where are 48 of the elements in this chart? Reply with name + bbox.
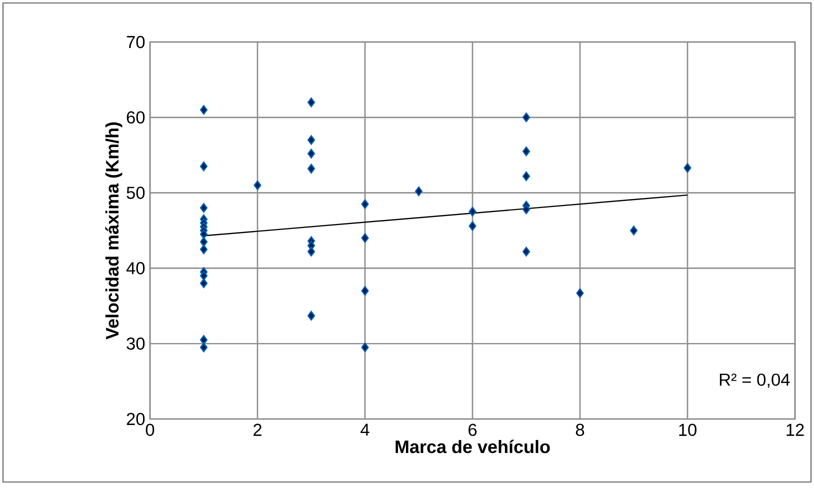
x-tick-label: 12 [786,424,804,436]
point [200,270,208,281]
point [200,236,208,247]
point [414,186,423,196]
point [200,278,208,288]
point [468,221,476,231]
y-axis-title: Velocidad máxima (Km/h) [105,122,122,340]
point [684,163,692,173]
point [522,171,530,182]
point [307,148,316,158]
point [307,97,316,108]
y-tick-label: 50 [126,186,145,199]
point [307,164,316,174]
point [200,229,208,240]
point [361,286,369,296]
point [576,288,584,298]
x-tick-label: 4 [360,424,370,436]
point [361,342,369,352]
point [200,104,208,115]
point [522,246,530,256]
point [468,206,476,217]
point [200,244,208,254]
point [200,162,208,172]
point [254,180,262,190]
point [522,146,530,156]
y-tick-label: 30 [126,337,145,350]
y-tick-label: 40 [126,262,145,274]
y-tick-label: 20 [126,412,145,426]
y-tick-label: 60 [126,111,145,124]
point [307,135,316,145]
point [200,342,208,352]
x-tick-label: 0 [146,424,154,436]
x-tick-label: 10 [679,424,696,436]
x-tick-label: 2 [254,424,262,436]
point [630,226,638,236]
annotation: R² = 0,04 [720,374,790,388]
x-tick-label: 8 [576,424,584,436]
point [361,199,369,209]
x-axis-title: Marca de vehículo [396,440,550,454]
y-tick-label: 70 [126,36,145,48]
point [522,112,530,122]
point [307,246,316,256]
point [307,310,316,321]
point [200,203,208,213]
point [361,233,369,243]
point [522,204,530,214]
point [200,334,208,345]
x-tick-label: 6 [468,424,477,436]
